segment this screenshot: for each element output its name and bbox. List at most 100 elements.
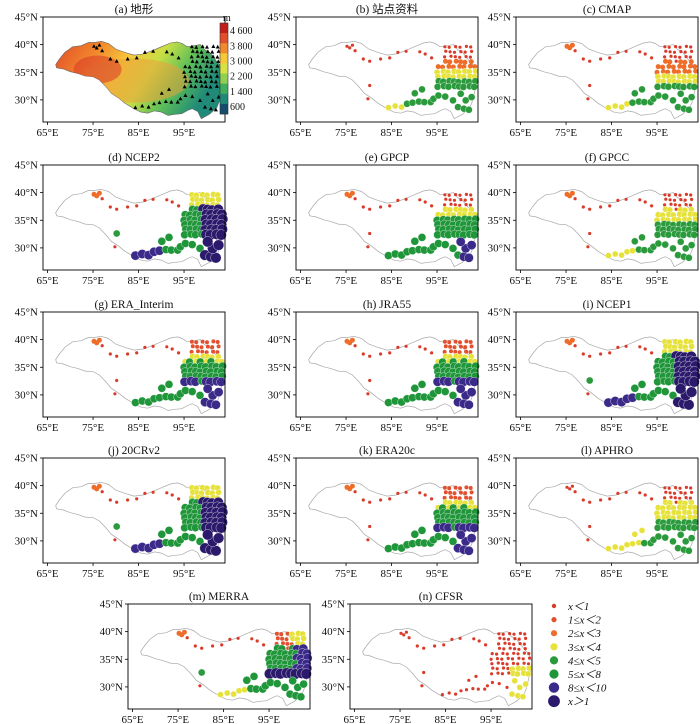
lon-tick-label: 75°E <box>82 127 104 139</box>
station-marker <box>208 74 213 79</box>
station-dot <box>189 349 194 354</box>
station-dot <box>522 680 529 688</box>
station-dot <box>396 50 400 55</box>
station-dot <box>157 384 166 393</box>
station-dot <box>573 490 577 494</box>
station-dot <box>458 636 462 640</box>
station-dot <box>638 198 642 202</box>
station-dot <box>441 387 450 396</box>
station-dot <box>443 203 447 207</box>
lat-tick-label: 30°N <box>488 389 511 401</box>
station-dot <box>135 204 139 208</box>
station-marker <box>205 59 210 64</box>
station-dot <box>113 522 121 531</box>
station-dot <box>453 203 457 207</box>
lat-tick-label: 45°N <box>15 160 38 172</box>
topography-colorbar: m 4 600 3 800 3 000 2 200 1 400 600 <box>219 13 253 115</box>
panel-l: (l) APHRO 45°N 40°N 35°N 30°N 65°E 75°E 85°E 95°… <box>488 445 699 580</box>
station-dot <box>202 236 214 248</box>
colorbar-segment <box>220 73 228 84</box>
lat-tick-label: 40°N <box>322 626 345 638</box>
station-dot <box>523 632 527 636</box>
station-dot <box>255 639 259 643</box>
station-dot <box>668 391 678 400</box>
station-dot <box>446 63 452 69</box>
station-dot <box>379 205 383 209</box>
map-frame <box>515 164 699 271</box>
station-dot <box>586 538 590 542</box>
legend-item: 5≤x＜8 <box>549 669 601 681</box>
station-dot <box>643 347 647 351</box>
station-dot <box>690 49 694 54</box>
lat-tick-label: 40°N <box>15 334 38 346</box>
station-dot <box>443 193 447 197</box>
station-marker <box>205 49 210 54</box>
station-dot <box>527 652 531 656</box>
station-dot <box>616 345 620 349</box>
lon-tick-label: 85°E <box>127 422 149 434</box>
station-dot <box>366 392 370 396</box>
station-dot <box>514 670 521 678</box>
station-dot <box>368 231 372 236</box>
station-dot <box>241 686 248 693</box>
lon-tick-label: 65°E <box>509 422 531 434</box>
station-marker <box>189 54 194 59</box>
station-dot <box>521 657 525 661</box>
panel-title: (n) CFSR <box>419 591 464 603</box>
station-dot <box>108 205 112 209</box>
station-dot <box>113 538 117 542</box>
station-marker <box>213 107 218 112</box>
station-marker <box>215 74 220 78</box>
station-dot <box>417 233 427 242</box>
station-marker <box>183 78 188 83</box>
station-dot <box>464 55 468 59</box>
station-dot <box>443 45 447 49</box>
station-dot <box>368 524 372 529</box>
station-dot <box>447 486 452 491</box>
station-dot <box>396 345 400 349</box>
station-dot <box>586 97 590 101</box>
colorbar-segment <box>220 83 228 95</box>
station-dot <box>420 684 424 688</box>
station-dot <box>528 656 532 660</box>
legend-label: x＞1 <box>567 696 589 708</box>
station-dot <box>448 344 453 349</box>
station-dot <box>671 68 677 74</box>
station-dot <box>497 646 502 650</box>
station-dot <box>505 652 509 656</box>
station-dot <box>513 637 517 641</box>
station-dot <box>453 58 459 64</box>
station-dot <box>164 380 174 389</box>
station-dot <box>505 662 509 666</box>
station-dot <box>458 340 462 345</box>
station-dot <box>623 541 631 548</box>
station-dot <box>682 59 688 65</box>
station-dot <box>687 534 696 542</box>
station-dot <box>165 345 169 349</box>
station-dot <box>669 202 673 206</box>
station-dot <box>677 238 685 246</box>
station-dot <box>177 497 181 501</box>
station-dot <box>667 45 671 49</box>
station-dot <box>624 344 628 348</box>
panel-title: (a) 地形 <box>115 3 154 16</box>
station-dot <box>516 684 523 691</box>
station-dot <box>165 198 169 202</box>
station-dot <box>440 64 446 70</box>
station-marker <box>193 64 198 68</box>
station-dot <box>683 399 695 411</box>
station-dot <box>674 193 678 197</box>
legend-symbol <box>548 682 560 693</box>
station-marker <box>205 91 210 96</box>
station-dot <box>188 533 197 542</box>
station-dot <box>430 351 434 355</box>
station-marker <box>199 50 204 54</box>
station-dot <box>588 83 592 88</box>
station-marker <box>190 59 195 63</box>
station-dot <box>618 251 625 259</box>
station-dot <box>449 349 453 354</box>
station-marker <box>215 54 220 59</box>
station-marker <box>204 44 209 49</box>
lat-tick-label: 45°N <box>268 453 291 465</box>
